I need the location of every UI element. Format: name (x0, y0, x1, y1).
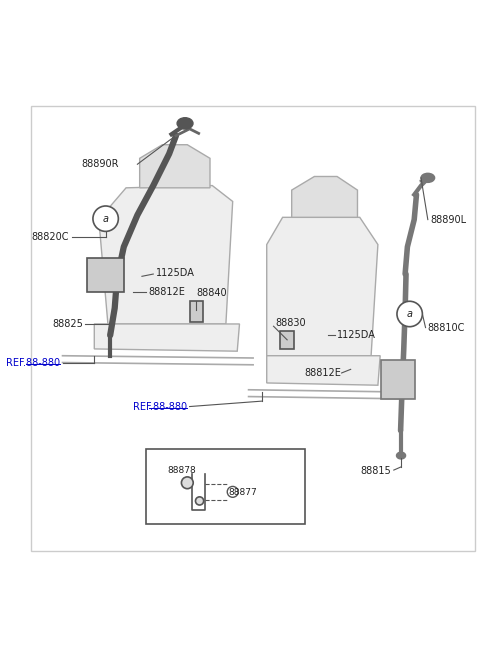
Circle shape (152, 454, 171, 474)
Text: 1125DA: 1125DA (156, 268, 194, 278)
Text: 88815: 88815 (361, 466, 392, 476)
Text: a: a (159, 459, 164, 468)
Text: 88878: 88878 (167, 466, 196, 474)
Circle shape (181, 477, 193, 489)
Text: 88890L: 88890L (430, 215, 466, 225)
Text: REF.88-880: REF.88-880 (6, 357, 60, 367)
Circle shape (397, 302, 422, 327)
Polygon shape (99, 185, 233, 324)
Polygon shape (292, 177, 358, 217)
Ellipse shape (421, 173, 434, 183)
Text: 88812E: 88812E (149, 287, 186, 297)
Text: 88820C: 88820C (32, 232, 69, 242)
Text: 88840: 88840 (196, 288, 227, 298)
Text: 88890R: 88890R (82, 159, 119, 170)
Polygon shape (267, 217, 378, 355)
Text: 88830: 88830 (276, 318, 306, 328)
Text: 88825: 88825 (52, 319, 83, 329)
Circle shape (227, 486, 238, 497)
Ellipse shape (396, 452, 406, 459)
Text: a: a (407, 309, 413, 319)
Bar (190, 302, 203, 322)
Text: REF.88-880: REF.88-880 (133, 401, 187, 411)
Circle shape (195, 497, 204, 505)
Polygon shape (267, 355, 380, 385)
Polygon shape (140, 145, 210, 188)
FancyBboxPatch shape (146, 449, 305, 524)
Text: 88877: 88877 (228, 488, 257, 497)
Text: 1125DA: 1125DA (337, 330, 376, 340)
Polygon shape (94, 324, 240, 351)
Text: 88810C: 88810C (428, 323, 465, 332)
Bar (280, 330, 294, 349)
Text: a: a (103, 214, 108, 223)
Text: 88812E: 88812E (305, 368, 342, 378)
Ellipse shape (177, 118, 193, 129)
Circle shape (93, 206, 119, 231)
FancyBboxPatch shape (87, 258, 124, 292)
FancyBboxPatch shape (381, 360, 415, 399)
